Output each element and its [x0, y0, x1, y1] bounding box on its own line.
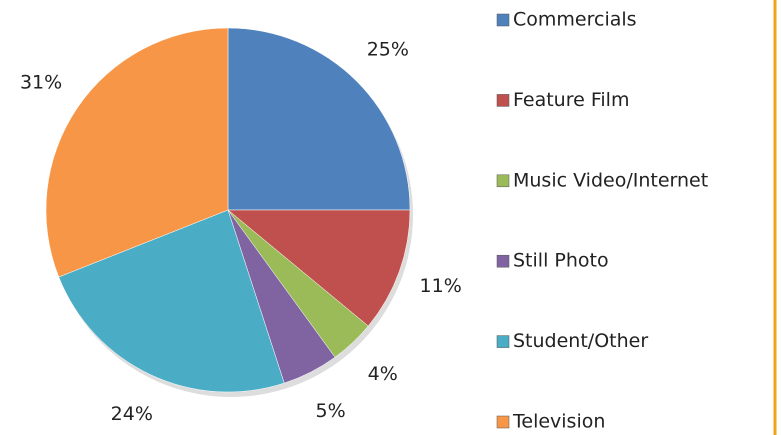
pie-slice — [58, 209, 285, 393]
legend-marker — [496, 335, 510, 348]
legend-label: Still Photo — [513, 250, 609, 272]
legend-marker — [496, 254, 510, 268]
pie-slice — [227, 209, 411, 327]
legend-marker — [496, 415, 510, 429]
data-label: 11% — [420, 275, 462, 297]
legend-marker — [496, 94, 510, 107]
data-label: 25% — [367, 39, 409, 61]
legend-marker — [496, 174, 510, 188]
data-label: 24% — [111, 403, 153, 425]
data-label: 4% — [368, 363, 398, 385]
legend-label: Student/Other — [513, 330, 648, 352]
pie-slice — [45, 27, 229, 278]
legend-label: Music Video/Internet — [513, 169, 708, 191]
data-label: 5% — [316, 400, 346, 422]
pie-slice — [227, 27, 411, 211]
legend-label: Commercials — [513, 9, 637, 31]
data-label: 31% — [20, 71, 62, 93]
legend-label: Television — [512, 411, 605, 433]
legend-marker — [496, 13, 510, 27]
legend-label: Feature Film — [513, 89, 629, 111]
